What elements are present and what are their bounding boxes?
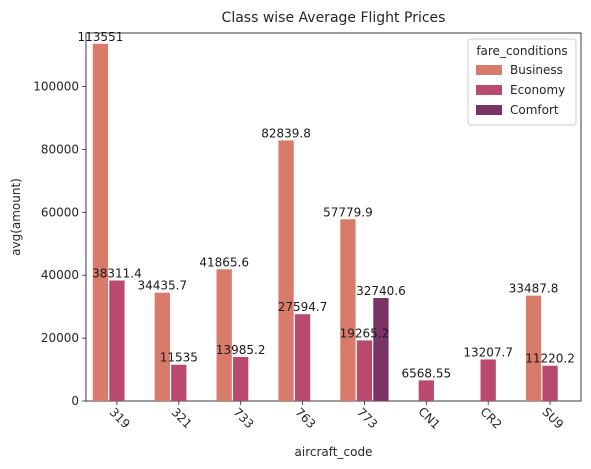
x-tick-label: CN1 — [415, 404, 443, 432]
x-tick-label: 733 — [230, 405, 256, 431]
bar-value-label: 113551 — [78, 30, 124, 44]
y-tick-label: 80000 — [41, 142, 79, 156]
x-tick-label: CR2 — [477, 405, 504, 432]
bar-value-label: 33487.8 — [509, 282, 559, 296]
x-tick-label: 763 — [292, 405, 318, 431]
bar-economy-763 — [294, 314, 311, 401]
legend-swatch-comfort — [476, 105, 502, 115]
y-axis-ticks: 0 20000 40000 60000 80000 100000 — [33, 79, 86, 408]
bar-business-su9 — [525, 295, 542, 401]
x-axis-ticks: 319 321 733 763 773 CN1 CR2 SU9 — [107, 401, 566, 432]
bar-value-label: 11535 — [160, 351, 198, 365]
bar-business-773 — [340, 219, 356, 401]
bar-comfort-773 — [373, 298, 389, 401]
x-tick-label: SU9 — [539, 405, 566, 432]
x-tick-label: 319 — [107, 405, 133, 431]
bar-economy-cr2 — [480, 359, 496, 401]
y-tick-label: 60000 — [41, 205, 79, 219]
legend-title: fare_conditions — [476, 44, 567, 58]
y-tick-label: 100000 — [33, 79, 79, 93]
bar-value-label: 19265.2 — [340, 326, 390, 340]
bar-value-label: 34435.7 — [138, 279, 188, 293]
y-tick-label: 0 — [71, 394, 79, 408]
bar-value-label: 82839.8 — [261, 126, 311, 140]
y-tick-label: 20000 — [41, 331, 79, 345]
chart-title: Class wise Average Flight Prices — [222, 10, 446, 26]
bar-value-label: 57779.9 — [323, 205, 373, 219]
bar-economy-321 — [171, 364, 187, 401]
legend-swatch-economy — [476, 85, 502, 95]
bar-economy-su9 — [542, 365, 558, 401]
bar-economy-773 — [356, 340, 373, 401]
y-tick-label: 40000 — [41, 268, 79, 282]
bar-value-label: 11220.2 — [525, 352, 575, 366]
x-tick-label: 773 — [354, 405, 380, 431]
legend-label-business: Business — [510, 63, 563, 77]
bar-economy-cn1 — [418, 380, 434, 401]
x-axis-label: aircraft_code — [295, 445, 373, 459]
bar-value-label: 27594.7 — [278, 300, 328, 314]
bar-value-label: 38311.4 — [92, 266, 142, 280]
legend-box — [467, 38, 577, 126]
bar-business-321 — [154, 292, 170, 401]
bar-value-label: 32740.6 — [356, 284, 406, 298]
bar-economy-733 — [233, 357, 249, 401]
legend-label-comfort: Comfort — [510, 103, 559, 117]
legend: fare_conditions Business Economy Comfort — [467, 38, 577, 126]
bar-business-763 — [278, 140, 294, 402]
legend-label-economy: Economy — [510, 83, 565, 97]
bar-value-label: 41865.6 — [199, 255, 249, 269]
y-axis-label: avg(amount) — [9, 178, 23, 256]
bars-layer — [92, 43, 558, 402]
bar-business-733 — [216, 269, 232, 401]
bar-value-label: 13985.2 — [216, 343, 266, 357]
bar-business-319 — [92, 43, 109, 401]
legend-swatch-business — [476, 65, 502, 75]
bar-value-label: 6568.55 — [402, 366, 452, 380]
bar-economy-319 — [109, 280, 125, 401]
bar-value-label: 13207.7 — [463, 345, 513, 359]
plot-frame — [85, 32, 582, 402]
x-tick-label: 321 — [169, 405, 195, 431]
bar-labels-layer: 113551 34435.7 41865.6 82839.8 57779.9 33487.… — [78, 30, 575, 380]
